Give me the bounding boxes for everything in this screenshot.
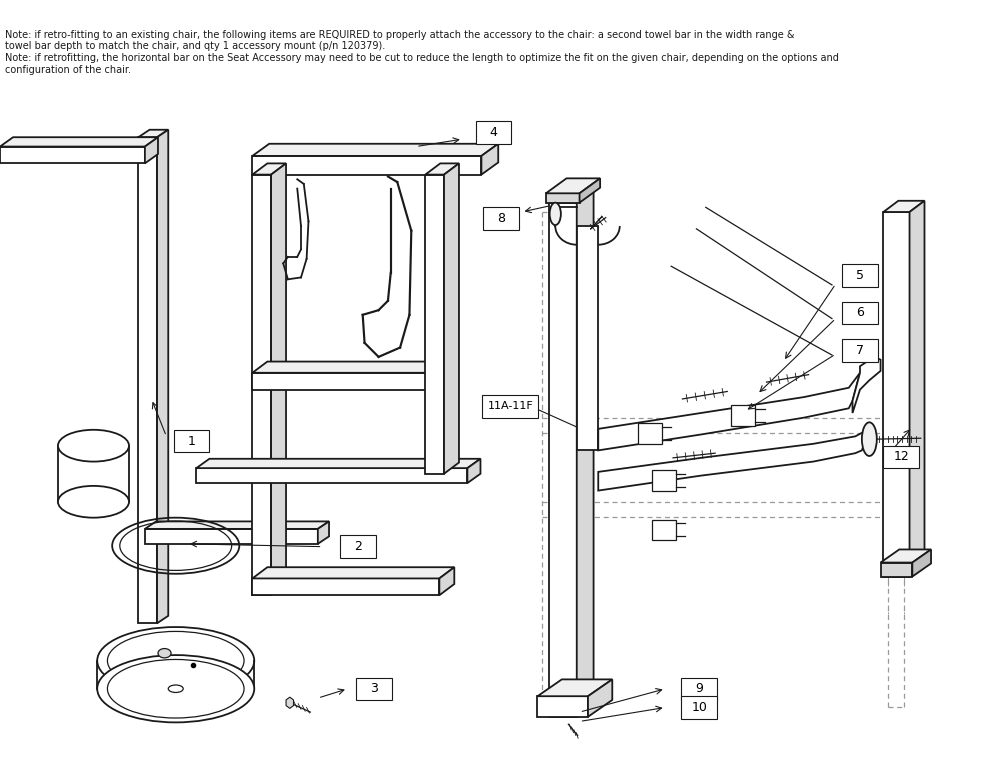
FancyBboxPatch shape (483, 207, 519, 230)
Polygon shape (881, 549, 931, 562)
Polygon shape (853, 357, 881, 413)
Text: 5: 5 (856, 269, 864, 282)
Polygon shape (157, 130, 168, 624)
Ellipse shape (58, 430, 129, 462)
Polygon shape (286, 697, 294, 708)
Polygon shape (252, 144, 498, 156)
Text: 4: 4 (490, 126, 497, 139)
Ellipse shape (97, 627, 254, 694)
Text: 7: 7 (856, 344, 864, 357)
Polygon shape (271, 164, 286, 595)
Text: 8: 8 (497, 212, 505, 225)
Polygon shape (0, 147, 145, 164)
Text: 10: 10 (691, 701, 707, 714)
Text: 12: 12 (893, 450, 909, 463)
Text: 11A-11F: 11A-11F (488, 402, 533, 412)
Polygon shape (252, 362, 454, 372)
Ellipse shape (158, 648, 171, 658)
FancyBboxPatch shape (681, 677, 717, 700)
Text: 6: 6 (856, 306, 864, 319)
Text: 1: 1 (188, 435, 196, 448)
Polygon shape (196, 468, 467, 483)
Polygon shape (577, 226, 598, 450)
Ellipse shape (97, 655, 254, 723)
Polygon shape (580, 178, 600, 203)
FancyBboxPatch shape (681, 697, 717, 719)
Text: 2: 2 (354, 540, 362, 553)
Polygon shape (883, 212, 910, 577)
Polygon shape (912, 549, 931, 577)
Polygon shape (598, 372, 860, 450)
Polygon shape (145, 529, 318, 544)
Polygon shape (425, 164, 459, 174)
Polygon shape (252, 156, 481, 174)
Polygon shape (638, 423, 662, 444)
Polygon shape (467, 458, 480, 483)
FancyBboxPatch shape (340, 535, 376, 558)
FancyBboxPatch shape (476, 121, 511, 144)
Polygon shape (439, 362, 454, 389)
Polygon shape (549, 190, 594, 203)
Polygon shape (577, 190, 594, 717)
Text: Note: if retro-fitting to an existing chair, the following items are REQUIRED to: Note: if retro-fitting to an existing ch… (5, 30, 839, 74)
Polygon shape (546, 178, 600, 194)
FancyBboxPatch shape (883, 445, 919, 468)
Polygon shape (910, 200, 924, 577)
Text: 3: 3 (370, 682, 378, 695)
Ellipse shape (58, 486, 129, 518)
Polygon shape (138, 130, 168, 137)
Polygon shape (425, 174, 444, 474)
Polygon shape (252, 164, 286, 174)
Polygon shape (318, 521, 329, 544)
Polygon shape (444, 164, 459, 474)
Polygon shape (252, 372, 439, 389)
Ellipse shape (168, 685, 183, 693)
Polygon shape (252, 578, 439, 595)
Polygon shape (481, 144, 498, 174)
Text: 9: 9 (695, 682, 703, 695)
Polygon shape (546, 194, 580, 203)
Polygon shape (537, 680, 612, 697)
FancyBboxPatch shape (842, 339, 878, 362)
Polygon shape (588, 680, 612, 717)
FancyBboxPatch shape (356, 677, 392, 700)
Polygon shape (598, 429, 869, 491)
Polygon shape (0, 137, 158, 147)
Polygon shape (252, 174, 271, 595)
Ellipse shape (550, 203, 561, 225)
FancyBboxPatch shape (842, 302, 878, 324)
Polygon shape (252, 568, 454, 578)
Polygon shape (881, 562, 912, 577)
FancyBboxPatch shape (842, 264, 878, 286)
Polygon shape (439, 568, 454, 595)
Polygon shape (652, 470, 676, 491)
Polygon shape (145, 521, 329, 529)
Polygon shape (883, 200, 924, 212)
Polygon shape (537, 697, 588, 717)
FancyBboxPatch shape (174, 430, 209, 452)
Polygon shape (196, 458, 480, 468)
Polygon shape (652, 519, 676, 540)
Polygon shape (145, 137, 158, 164)
Ellipse shape (862, 422, 877, 456)
Polygon shape (731, 406, 755, 426)
Polygon shape (549, 203, 577, 717)
FancyBboxPatch shape (482, 396, 538, 418)
Polygon shape (138, 137, 157, 624)
